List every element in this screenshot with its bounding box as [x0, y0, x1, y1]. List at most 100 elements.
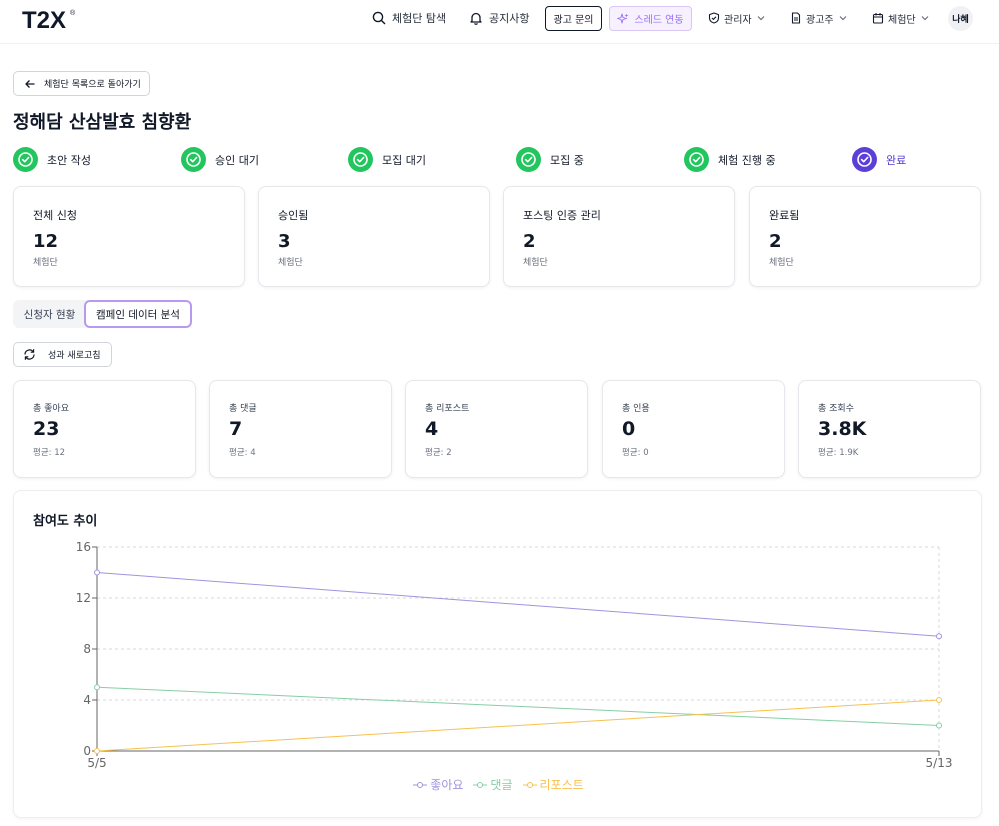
stat-card-approved: 승인됨 3 체험단 [258, 186, 490, 287]
metric-card-reposts: 총 리포스트 4 평균: 2 [405, 380, 588, 478]
refresh-icon [24, 349, 35, 360]
metric-value: 0 [622, 418, 636, 440]
engagement-trend-chart: 0 4 8 12 16 5/5 5/13 [76, 540, 953, 770]
tab-applicant-status[interactable]: 신청자 현황 [13, 300, 86, 328]
check-circle-icon [13, 147, 38, 172]
step-approval-pending: 승인 대기 [181, 147, 259, 172]
back-to-list-label: 체험단 목록으로 돌아가기 [44, 80, 141, 90]
metric-average: 평균: 0 [622, 448, 649, 458]
series-line [96, 686, 940, 726]
data-point [94, 748, 100, 754]
check-circle-icon [348, 147, 373, 172]
page-title: 정해담 산삼발효 침향환 [13, 112, 192, 133]
ad-inquiry-button[interactable]: 광고 문의 [545, 6, 602, 31]
step-in-progress: 체험 진행 중 [684, 147, 776, 172]
chart-legend: 좋아요 댓글 리포스트 [14, 776, 983, 793]
nav-admin[interactable]: 관리자 [708, 0, 766, 36]
search-icon [372, 11, 386, 25]
series-line [96, 572, 940, 637]
stat-value: 2 [523, 231, 536, 252]
legend-marker-icon [473, 781, 488, 788]
bell-icon [470, 12, 482, 25]
x-tick-label: 5/5 [87, 756, 106, 770]
y-tick-label: 0 [83, 744, 91, 758]
x-tick-label: 5/13 [926, 756, 953, 770]
user-avatar[interactable]: 나혜 [948, 6, 973, 31]
refresh-performance-label: 성과 새로고침 [48, 351, 101, 361]
step-label: 체험 진행 중 [718, 153, 776, 167]
tab-campaign-analysis[interactable]: 캠페인 데이터 분석 [84, 300, 192, 328]
y-tick-label: 4 [83, 693, 91, 707]
check-circle-icon [684, 147, 709, 172]
nav-advertiser-label: 광고주 [806, 14, 834, 26]
chevron-down-icon [921, 16, 929, 21]
t2x-logo[interactable]: T2X ® [22, 6, 78, 32]
metric-card-comments: 총 댓글 7 평균: 4 [209, 380, 392, 478]
document-icon [791, 12, 801, 24]
data-point [936, 722, 942, 729]
stat-card-total-applications: 전체 신청 12 체험단 [13, 186, 245, 287]
arrow-left-icon [25, 79, 35, 88]
metric-average: 평균: 4 [229, 448, 256, 458]
data-point [936, 633, 942, 640]
nav-explore[interactable]: 체험단 탐색 [372, 0, 446, 36]
metric-value: 3.8K [818, 418, 867, 440]
metric-label: 총 댓글 [229, 404, 257, 414]
tab-label: 신청자 현황 [23, 308, 76, 321]
nav-advertiser[interactable]: 광고주 [790, 0, 848, 36]
metric-value: 23 [33, 418, 60, 440]
top-navbar: T2X ® 체험단 탐색 공지사항 광고 문의 스레드 연동 관리자 광고주 체… [0, 0, 999, 44]
refresh-performance-button[interactable]: 성과 새로고침 [13, 342, 112, 367]
threads-link-button[interactable]: 스레드 연동 [609, 6, 692, 31]
stat-unit: 체험단 [769, 258, 794, 268]
view-tabs: 신청자 현황 캠페인 데이터 분석 [13, 300, 192, 328]
ad-inquiry-label: 광고 문의 [553, 15, 594, 26]
legend-item[interactable]: 리포스트 [522, 776, 584, 793]
y-tick-label: 12 [76, 591, 91, 605]
legend-label: 좋아요 [430, 778, 464, 792]
data-point [94, 569, 100, 576]
step-label: 모집 대기 [382, 153, 426, 167]
nav-notice[interactable]: 공지사항 [469, 0, 529, 36]
metric-average: 평균: 12 [33, 448, 66, 458]
step-recruiting: 모집 중 [516, 147, 584, 172]
stat-unit: 체험단 [278, 258, 303, 268]
chevron-down-icon [839, 16, 847, 21]
data-point [936, 697, 942, 703]
step-label: 완료 [886, 153, 907, 167]
metric-label: 총 조회수 [818, 404, 854, 414]
stat-value: 3 [278, 231, 291, 252]
tab-label: 캠페인 데이터 분석 [96, 308, 180, 321]
stat-unit: 체험단 [523, 258, 548, 268]
chart-title: 참여도 추이 [33, 514, 98, 529]
metric-label: 총 리포스트 [425, 404, 470, 414]
nav-notice-label: 공지사항 [489, 12, 530, 25]
metric-average: 평균: 2 [425, 448, 452, 458]
legend-item[interactable]: 댓글 [473, 776, 513, 793]
metric-label: 총 인용 [622, 404, 650, 414]
nav-explore-label: 체험단 탐색 [392, 12, 447, 25]
engagement-trend-card: 0 4 8 12 16 5/5 5/13 참여도 추이 좋아요 댓글 리포스트 [13, 490, 982, 818]
chevron-down-icon [757, 16, 765, 21]
calendar-icon [872, 13, 884, 24]
back-to-list-button[interactable]: 체험단 목록으로 돌아가기 [13, 71, 150, 96]
check-circle-icon [852, 147, 877, 172]
metric-average: 평균: 1.9K [818, 448, 859, 458]
metric-label: 총 좋아요 [33, 404, 69, 414]
sparkles-icon [617, 13, 629, 23]
shield-check-icon [708, 12, 720, 24]
nav-admin-label: 관리자 [724, 14, 752, 26]
stat-value: 2 [769, 231, 782, 252]
stat-label: 전체 신청 [33, 209, 77, 222]
threads-link-label: 스레드 연동 [634, 15, 684, 26]
stat-card-posting-verification[interactable]: 포스팅 인증 관리 2 체험단 [503, 186, 735, 287]
legend-item[interactable]: 좋아요 [413, 776, 463, 793]
nav-campaign[interactable]: 체험단 [872, 0, 930, 36]
metric-value: 7 [229, 418, 243, 440]
y-tick-label: 16 [76, 540, 91, 554]
metric-card-quotes: 총 인용 0 평균: 0 [602, 380, 785, 478]
y-tick-label: 8 [83, 642, 91, 656]
stat-label: 완료됨 [769, 209, 800, 222]
step-label: 모집 중 [550, 153, 584, 167]
data-point [94, 684, 100, 691]
